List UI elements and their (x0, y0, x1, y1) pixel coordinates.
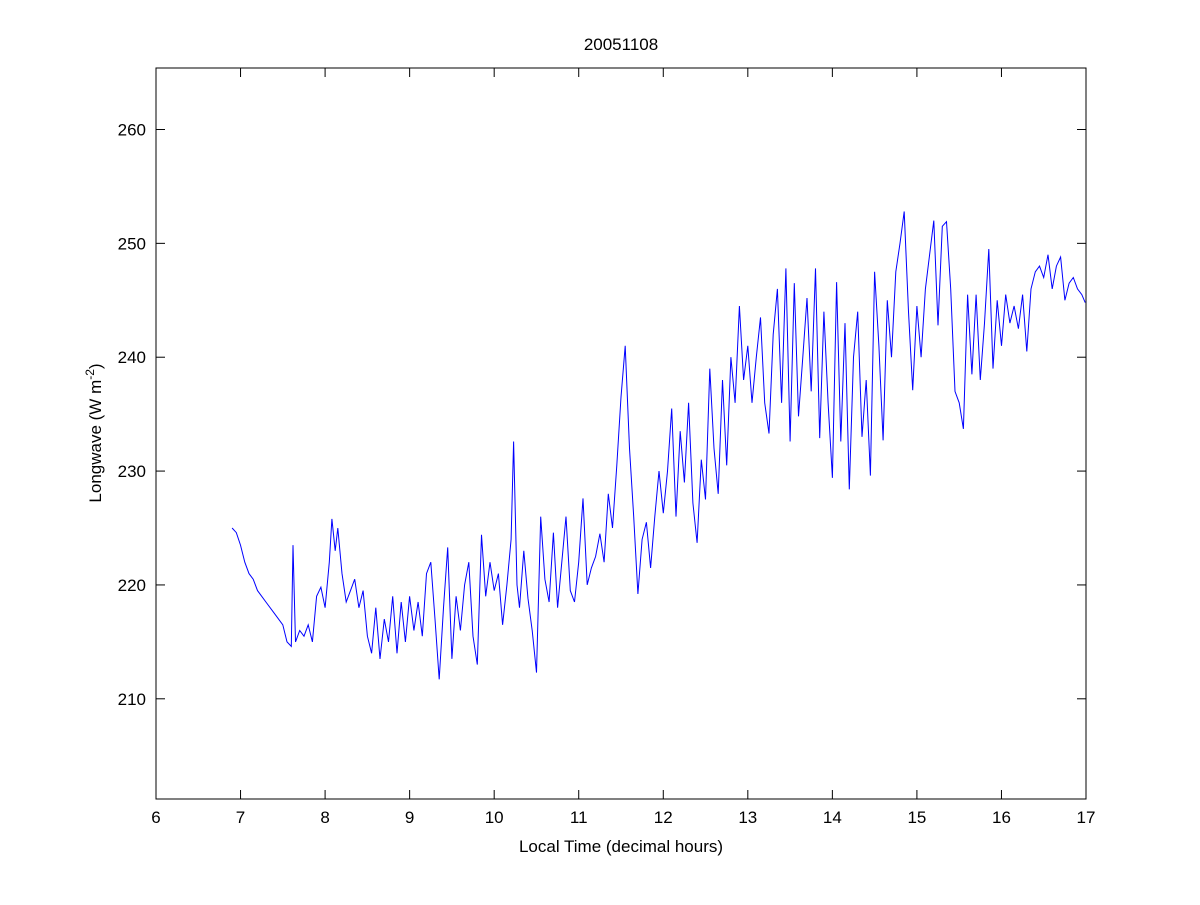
x-axis-label: Local Time (decimal hours) (519, 837, 723, 856)
x-tick-label: 11 (570, 808, 588, 827)
y-axis-label-main: Longwave (W m (86, 380, 105, 503)
y-tick-label: 220 (118, 576, 146, 595)
x-tick-label: 17 (1077, 808, 1096, 827)
y-tick-label: 240 (118, 348, 146, 367)
x-tick-label: 8 (320, 808, 329, 827)
y-tick-label: 260 (118, 120, 146, 139)
y-axis-label-superscript: -2 (83, 369, 97, 380)
x-tick-label: 10 (485, 808, 504, 827)
series-line-longwave (231, 211, 1086, 680)
x-tick-label: 16 (992, 808, 1011, 827)
y-axis-label-close: ) (86, 363, 105, 369)
y-tick-label: 230 (118, 462, 146, 481)
x-tick-label: 6 (151, 808, 160, 827)
x-tick-label: 13 (738, 808, 757, 827)
y-tick-labels: 210 220 230 240 250 260 (118, 120, 146, 708)
x-tick-label: 12 (654, 808, 673, 827)
x-tick-label: 15 (907, 808, 926, 827)
axis-ticks (155, 68, 1087, 799)
y-tick-label: 210 (118, 690, 146, 709)
plot-area (155, 67, 1087, 800)
x-tick-label: 14 (823, 808, 842, 827)
x-tick-labels: 6 7 8 9 10 11 12 13 14 15 16 17 (151, 808, 1095, 827)
y-tick-label: 250 (118, 234, 146, 253)
x-tick-label: 7 (236, 808, 245, 827)
chart-title: 20051108 (584, 35, 658, 54)
y-axis-label: Longwave (W m-2) (83, 363, 105, 502)
x-tick-label: 9 (405, 808, 414, 827)
